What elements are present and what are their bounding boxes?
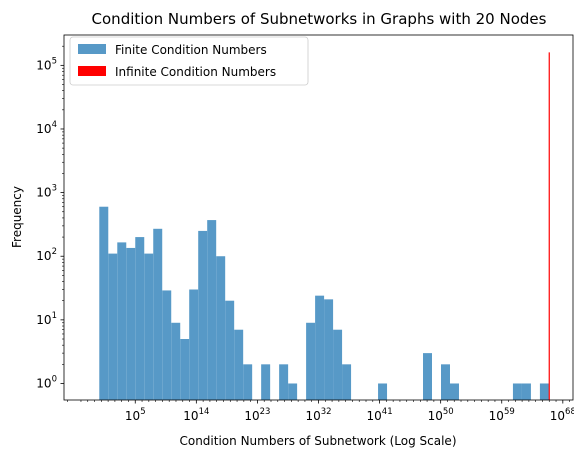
x-tick-label: 1041 [367, 407, 393, 423]
histogram-bar [216, 256, 226, 400]
histogram-bar [99, 206, 109, 400]
histogram-bar [135, 237, 145, 400]
histogram-bar [315, 295, 325, 400]
histogram-bar [521, 383, 531, 400]
x-tick-label: 105 [125, 407, 146, 423]
y-tick-label: 100 [36, 374, 57, 390]
histogram-bar [342, 364, 352, 400]
histogram-bar [288, 383, 298, 400]
x-axis-ticks: 105 1014 1023 1032 1041 1050 1059 1068 [67, 400, 574, 423]
plot-frame [63, 34, 574, 401]
legend-label-finite: Finite Condition Numbers [115, 43, 267, 57]
y-tick-label: 103 [36, 184, 57, 200]
histogram-bar [225, 300, 235, 400]
histogram-bar [198, 230, 208, 400]
infinite-bar [548, 52, 550, 401]
histogram-bar [189, 289, 199, 400]
histogram-bar [423, 353, 432, 400]
y-tick-label: 101 [36, 311, 57, 327]
histogram-bar [117, 242, 127, 400]
x-tick-label: 1068 [550, 407, 574, 423]
x-tick-label: 1014 [183, 407, 209, 423]
histogram-bar [144, 253, 154, 400]
histogram-bar [207, 220, 217, 400]
y-tick-label: 104 [36, 120, 57, 136]
histogram-bar [180, 339, 190, 400]
x-axis-label: Condition Numbers of Subnetwork (Log Sca… [179, 434, 456, 448]
bars-layer [99, 52, 550, 401]
histogram-bar [162, 290, 172, 400]
histogram-bar [378, 383, 388, 400]
legend: Finite Condition Numbers Infinite Condit… [69, 36, 309, 86]
x-tick-label: 1059 [489, 407, 515, 423]
x-tick-label: 1023 [244, 407, 270, 423]
histogram-bar [108, 253, 118, 400]
x-tick-label: 1050 [428, 407, 454, 423]
histogram-bar [153, 228, 163, 400]
histogram-bar [261, 364, 271, 400]
legend-swatch-finite [78, 44, 106, 54]
y-tick-label: 102 [36, 247, 57, 263]
histogram-bar [306, 322, 316, 400]
histogram-bar [324, 299, 334, 400]
histogram-bar [243, 364, 253, 400]
y-axis-label: Frequency [10, 186, 24, 248]
histogram-bar [512, 383, 522, 400]
y-tick-label: 105 [36, 56, 57, 72]
histogram-bar [449, 383, 459, 400]
histogram-bar [279, 364, 289, 400]
histogram-bar [539, 383, 549, 400]
legend-label-infinite: Infinite Condition Numbers [115, 65, 276, 79]
y-axis-ticks: 100 101 102 103 104 105 [36, 45, 64, 390]
histogram-bar [234, 329, 244, 400]
histogram-bar [333, 329, 343, 400]
chart-title: Condition Numbers of Subnetworks in Grap… [92, 10, 547, 28]
histogram-bar [441, 364, 450, 400]
legend-swatch-infinite [78, 66, 106, 76]
legend-box [69, 36, 309, 86]
histogram-bar [171, 322, 181, 400]
histogram-bar [126, 247, 136, 400]
x-tick-label: 1032 [305, 407, 331, 423]
